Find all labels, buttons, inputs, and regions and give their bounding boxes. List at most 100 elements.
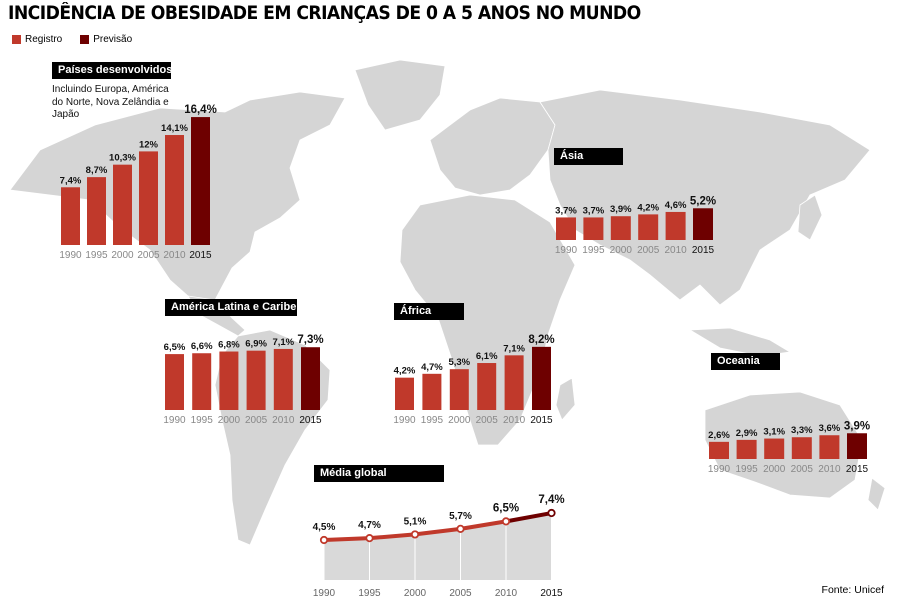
data-label-africa-1995: 4,7% (421, 362, 443, 373)
data-label-america-latina-2005: 6,9% (245, 339, 267, 350)
area-media-global (324, 513, 552, 580)
point-media-global-1995 (365, 534, 374, 543)
point-media-global-1990 (319, 535, 329, 545)
bar-desenvolvidos-2010 (165, 135, 184, 245)
tick-label-asia-2000: 2000 (610, 245, 633, 256)
tick-label-asia-1990: 1990 (555, 245, 578, 256)
legend: Registro Previsão (12, 34, 150, 45)
source-text: Fonte: Unicef (821, 584, 884, 596)
tick-label-america-latina-2000: 2000 (218, 415, 241, 426)
bar-asia-2005 (638, 214, 659, 240)
legend-item-previsao: Previsão (80, 34, 132, 45)
data-label-asia-1995: 3,7% (583, 205, 605, 216)
tick-label-oceania-2015: 2015 (846, 464, 869, 475)
tick-label-oceania-1995: 1995 (735, 464, 758, 475)
legend-swatch-previsao (80, 35, 90, 44)
tick-label-media-global-2005: 2005 (449, 588, 472, 599)
tick-label-america-latina-2005: 2005 (245, 415, 268, 426)
chart-title-america-latina: América Latina e Caribe (165, 299, 297, 316)
tick-label-america-latina-1995: 1995 (191, 415, 214, 426)
data-label-oceania-2000: 3,1% (763, 427, 785, 438)
bar-america-latina-1990 (165, 354, 184, 410)
bar-desenvolvidos-2005 (139, 151, 158, 245)
data-label-america-latina-1995: 6,6% (191, 341, 213, 352)
chart-title-asia: Ásia (554, 148, 623, 165)
tick-label-africa-2005: 2005 (476, 415, 499, 426)
chart-title-africa: África (394, 303, 464, 320)
tick-label-desenvolvidos-2000: 2000 (111, 250, 134, 261)
bar-africa-2000 (449, 369, 469, 410)
bar-africa-1995 (422, 373, 442, 410)
tick-label-oceania-2005: 2005 (791, 464, 814, 475)
data-label-africa-1990: 4,2% (394, 366, 416, 377)
line-segment-media-global-1995 (367, 532, 417, 541)
bar-america-latina-2015 (301, 347, 320, 410)
data-label-media-global-2005: 5,7% (449, 511, 472, 522)
tick-label-america-latina-2015: 2015 (299, 415, 322, 426)
line-segment-media-global-1990 (322, 536, 372, 542)
data-label-oceania-2005: 3,3% (791, 425, 813, 436)
data-label-america-latina-1990: 6,5% (164, 342, 186, 353)
tick-label-media-global-2015: 2015 (540, 588, 563, 599)
point-media-global-2010 (501, 517, 511, 526)
tick-label-oceania-2010: 2010 (818, 464, 841, 475)
tick-label-desenvolvidos-2015: 2015 (189, 250, 212, 261)
data-label-media-global-1995: 4,7% (358, 520, 381, 531)
tick-label-desenvolvidos-1990: 1990 (59, 250, 82, 261)
data-label-desenvolvidos-2015: 16,4% (184, 104, 217, 116)
chart-note-desenvolvidos: Incluindo Europa, América do Norte, Nova… (52, 84, 169, 120)
bar-desenvolvidos-1995 (87, 177, 106, 245)
bar-america-latina-2000 (219, 351, 239, 410)
tick-label-desenvolvidos-2010: 2010 (163, 250, 186, 261)
data-label-oceania-1995: 2,9% (736, 428, 758, 439)
line-segment-media-global-2000 (413, 526, 463, 537)
tick-label-desenvolvidos-1995: 1995 (85, 250, 108, 261)
legend-label-previsao: Previsão (93, 34, 133, 45)
line-segment-media-global-2005 (458, 519, 508, 531)
data-label-desenvolvidos-2005: 12% (139, 139, 159, 150)
tick-label-oceania-2000: 2000 (763, 464, 786, 475)
bar-oceania-1995 (736, 439, 757, 459)
data-label-africa-2015: 8,2% (528, 334, 554, 346)
data-label-oceania-2010: 3,6% (819, 423, 841, 434)
data-label-asia-1990: 3,7% (555, 205, 577, 216)
legend-item-registro: Registro (12, 34, 62, 45)
tick-label-asia-2005: 2005 (637, 245, 660, 256)
data-label-africa-2010: 7,1% (503, 343, 525, 354)
bar-desenvolvidos-1990 (61, 187, 80, 245)
bar-america-latina-2005 (246, 350, 266, 410)
tick-label-desenvolvidos-2005: 2005 (137, 250, 160, 261)
bar-africa-1990 (395, 377, 414, 410)
bar-america-latina-1995 (192, 353, 212, 410)
tick-label-media-global-2000: 2000 (404, 588, 427, 599)
tick-label-africa-2010: 2010 (503, 415, 526, 426)
tick-label-asia-2010: 2010 (664, 245, 687, 256)
data-label-asia-2015: 5,2% (690, 195, 716, 207)
data-label-asia-2005: 4,2% (637, 202, 659, 213)
tick-label-asia-1995: 1995 (582, 245, 605, 256)
bar-africa-2015 (532, 346, 551, 410)
legend-label-registro: Registro (25, 34, 63, 45)
bar-asia-2010 (665, 211, 686, 240)
bar-desenvolvidos-2000 (113, 164, 132, 245)
bar-oceania-1990 (709, 441, 729, 459)
tick-label-america-latina-2010: 2010 (272, 415, 295, 426)
data-label-africa-2000: 5,3% (448, 357, 470, 368)
chart-title-oceania: Oceania (711, 353, 780, 370)
bar-oceania-2010 (819, 435, 840, 459)
bar-africa-2005 (477, 363, 497, 410)
data-label-media-global-2010: 6,5% (493, 502, 519, 514)
data-label-media-global-1990: 4,5% (313, 522, 336, 533)
tick-label-africa-2015: 2015 (530, 415, 553, 426)
bar-asia-1990 (556, 217, 576, 240)
tick-label-africa-1995: 1995 (421, 415, 444, 426)
tick-label-africa-2000: 2000 (448, 415, 471, 426)
bar-asia-2000 (610, 216, 631, 240)
bar-oceania-2000 (764, 438, 785, 459)
tick-label-media-global-1995: 1995 (358, 588, 381, 599)
legend-swatch-registro (12, 35, 21, 44)
bar-america-latina-2010 (273, 348, 293, 410)
data-label-desenvolvidos-2010: 14,1% (161, 123, 188, 134)
tick-label-oceania-1990: 1990 (708, 464, 731, 475)
